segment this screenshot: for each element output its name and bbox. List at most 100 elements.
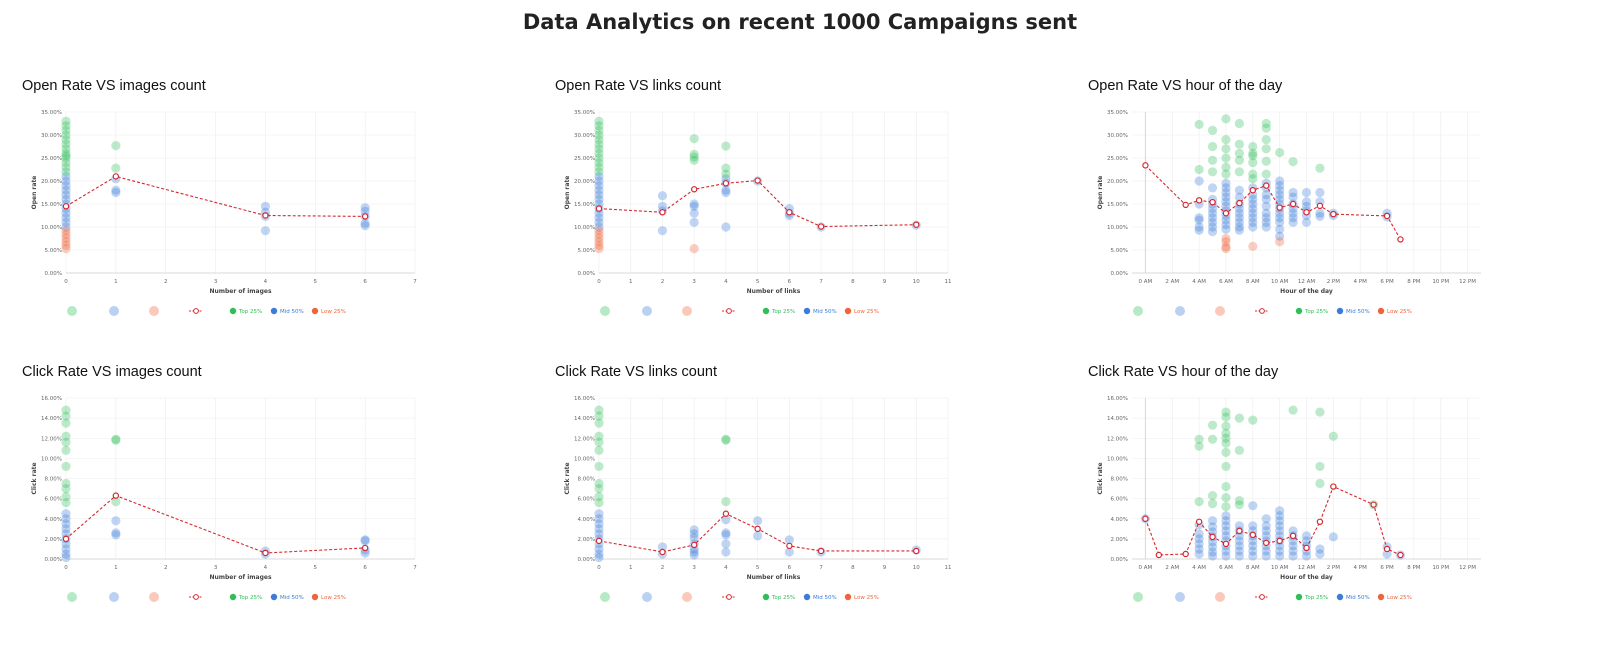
y-tick-label: 35.00% [1107, 110, 1128, 116]
x-tick-label: 2 AM [1165, 279, 1179, 285]
y-tick-label: 4.00% [1111, 517, 1128, 523]
data-point-mid [1261, 213, 1271, 223]
data-point-mid [594, 552, 604, 563]
legend-low-label: Low 25% [854, 309, 879, 315]
x-tick-label: 4 PM [1354, 279, 1368, 285]
data-point-mid [1301, 187, 1312, 198]
data-point-mid [1275, 194, 1285, 204]
x-tick-label: 8 PM [1407, 279, 1421, 285]
data-point-mid [689, 208, 699, 218]
average-marker [690, 541, 698, 549]
x-tick-label: 6 PM [1380, 565, 1394, 571]
legend-average-marker [726, 308, 732, 314]
data-point-top [111, 163, 121, 173]
data-point-mid [360, 203, 370, 213]
data-point-mid [1234, 185, 1244, 195]
average-marker [1276, 204, 1283, 211]
chart-title: Click Rate VS links count [555, 364, 717, 380]
data-point-top [1248, 169, 1258, 179]
data-point-mid [1234, 536, 1244, 546]
data-point-mid [61, 529, 71, 539]
data-point-top [594, 158, 604, 168]
average-marker [112, 173, 120, 180]
average-line [1144, 485, 1401, 556]
data-point-top [1234, 155, 1244, 165]
average-marker [1330, 483, 1337, 490]
data-point-top [594, 418, 604, 428]
data-point-mid [1234, 217, 1244, 227]
x-tick-label: 11 [945, 279, 952, 285]
average-marker [1195, 197, 1203, 204]
y-tick-label: 8.00% [578, 477, 595, 483]
data-point-mid [1194, 534, 1204, 544]
data-point-top [61, 167, 71, 177]
legend-mid-dot [803, 307, 811, 315]
y-tick-label: 2.00% [578, 537, 595, 543]
data-point-top [1248, 148, 1258, 158]
data-point-mid [689, 217, 699, 227]
legend-average-marker [193, 308, 199, 314]
data-point-top [61, 483, 71, 494]
legend-top-label: Top 25% [771, 595, 795, 601]
data-point-mid [1261, 551, 1271, 561]
data-point-mid [1234, 225, 1244, 235]
data-point-top [689, 152, 699, 162]
data-point-mid [721, 539, 731, 549]
data-point-top [61, 492, 71, 502]
data-point-top [61, 153, 71, 163]
y-tick-label: 10.00% [574, 456, 595, 462]
data-point-mid [1221, 511, 1231, 521]
chart-panel-click-images: Click Rate VS images count 0 1 2 3 4 5 6 7 0.00%… [22, 364, 492, 654]
y-tick-label: 20.00% [1107, 179, 1128, 185]
average-marker [361, 544, 369, 552]
data-point-mid [111, 530, 121, 540]
data-point-mid [1275, 506, 1285, 516]
legend-low-dot [1377, 307, 1385, 315]
chart-title: Open Rate VS hour of the day [1088, 78, 1283, 94]
data-point-top [1221, 493, 1231, 503]
legend-low-label: Low 25% [321, 309, 346, 315]
average-marker [1249, 531, 1257, 539]
data-point-mid [360, 206, 370, 216]
x-tick-label: 12 AM [1298, 279, 1316, 285]
data-point-mid [594, 222, 604, 232]
x-tick-label: 4 [724, 565, 728, 571]
data-point-mid [1207, 516, 1218, 526]
data-point-low [1275, 237, 1285, 247]
legend-top-label: Top 25% [238, 595, 262, 601]
x-tick-label: 10 PM [1432, 279, 1449, 285]
legend-low-swatch [1215, 306, 1225, 316]
x-tick-label: 2 [661, 565, 665, 571]
average-marker [1330, 210, 1337, 218]
data-point-mid [1207, 213, 1218, 223]
data-point-mid [61, 519, 71, 529]
x-tick-label: 7 [413, 279, 417, 285]
data-point-mid [1248, 217, 1258, 227]
data-point-mid [1261, 531, 1271, 541]
data-point-mid [1261, 208, 1271, 218]
data-point-low [1221, 233, 1231, 244]
data-point-top [1261, 156, 1271, 166]
average-marker [595, 205, 603, 212]
data-point-mid [594, 194, 604, 204]
data-point-top [61, 158, 71, 168]
legend-low-dot [311, 307, 319, 315]
data-point-top [1248, 158, 1258, 168]
data-point-top [1221, 153, 1231, 163]
data-point-mid [1301, 531, 1312, 541]
x-tick-label: 7 [819, 279, 823, 285]
y-tick-label: 6.00% [578, 497, 595, 503]
data-point-top [594, 431, 604, 441]
data-point-mid [594, 208, 604, 218]
legend-mid-swatch [642, 306, 652, 316]
x-tick-label: 2 [164, 279, 168, 285]
y-tick-label: 14.00% [574, 416, 595, 422]
y-tick-label: 15.00% [1107, 202, 1128, 208]
data-point-top [61, 125, 71, 135]
data-point-top [594, 153, 604, 163]
data-point-top [1194, 434, 1204, 444]
chart-title: Click Rate VS hour of the day [1088, 364, 1279, 380]
data-point-top [594, 139, 604, 149]
legend-mid-swatch [1175, 306, 1185, 316]
data-point-mid [360, 221, 370, 231]
